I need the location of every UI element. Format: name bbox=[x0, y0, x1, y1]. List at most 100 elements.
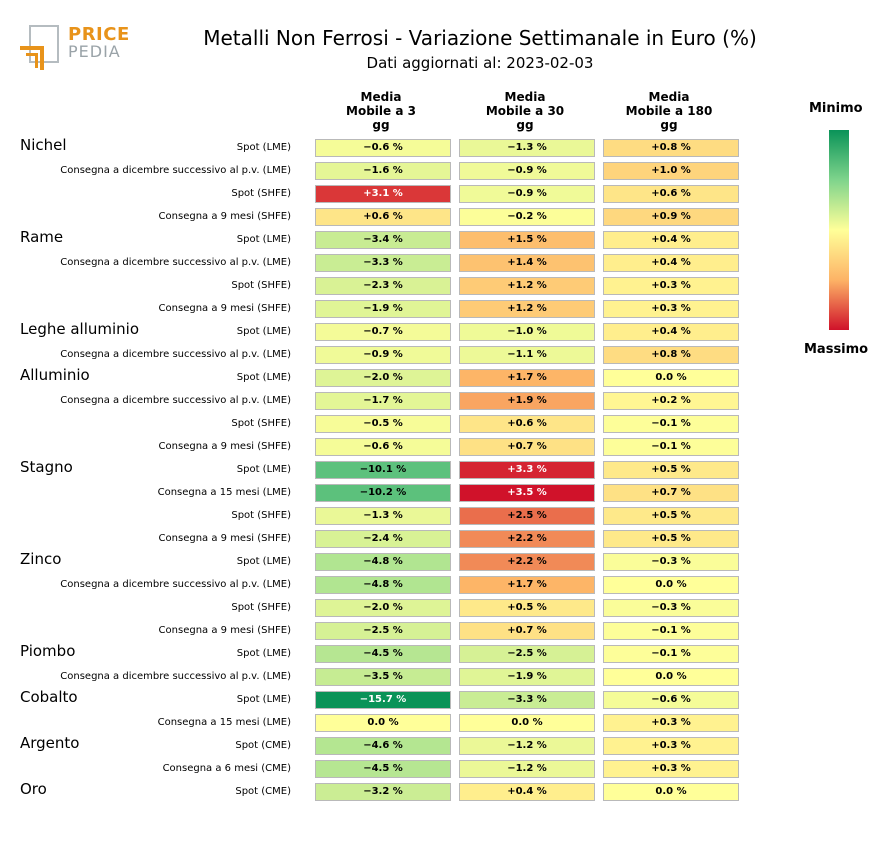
heatmap-cell: +1.4 % bbox=[459, 254, 595, 272]
heatmap-cell: +0.8 % bbox=[603, 346, 739, 364]
row-label: Spot (CME) bbox=[235, 740, 291, 751]
heatmap-cell: +1.0 % bbox=[603, 162, 739, 180]
heatmap-cell: −0.7 % bbox=[315, 323, 451, 341]
heatmap-cell: −2.5 % bbox=[459, 645, 595, 663]
heatmap-cell: −0.1 % bbox=[603, 622, 739, 640]
row-label: Spot (SHFE) bbox=[231, 418, 291, 429]
heatmap-cell: −3.2 % bbox=[315, 783, 451, 801]
heatmap-cell: −0.9 % bbox=[459, 185, 595, 203]
row-label: Spot (LME) bbox=[236, 142, 291, 153]
legend-colorbar bbox=[829, 130, 849, 330]
chart-subtitle: Dati aggiornati al: 2023-02-03 bbox=[366, 54, 594, 72]
group-label: Cobalto bbox=[20, 688, 78, 706]
logo-mark-icon bbox=[20, 25, 59, 70]
heatmap-cell: −1.9 % bbox=[459, 668, 595, 686]
heatmap-cell: −3.3 % bbox=[315, 254, 451, 272]
heatmap-cell: +0.3 % bbox=[603, 300, 739, 318]
heatmap-cell: +0.9 % bbox=[603, 208, 739, 226]
heatmap-cell: +0.3 % bbox=[603, 760, 739, 778]
heatmap-cell: −3.5 % bbox=[315, 668, 451, 686]
row-label: Spot (SHFE) bbox=[231, 602, 291, 613]
row-label: Spot (LME) bbox=[236, 234, 291, 245]
heatmap-cell: −0.1 % bbox=[603, 415, 739, 433]
group-label: Zinco bbox=[20, 550, 62, 568]
heatmap-cell: −3.4 % bbox=[315, 231, 451, 249]
heatmap-cell: −0.5 % bbox=[315, 415, 451, 433]
heatmap-cell: +3.1 % bbox=[315, 185, 451, 203]
group-label: Argento bbox=[20, 734, 80, 752]
heatmap-cell: −4.6 % bbox=[315, 737, 451, 755]
heatmap-cell: 0.0 % bbox=[603, 576, 739, 594]
row-label: Spot (SHFE) bbox=[231, 280, 291, 291]
heatmap-cell: +1.5 % bbox=[459, 231, 595, 249]
heatmap-cell: +0.5 % bbox=[603, 461, 739, 479]
heatmap-cell: −1.2 % bbox=[459, 760, 595, 778]
heatmap-cell: +0.7 % bbox=[459, 622, 595, 640]
heatmap-cell: −2.0 % bbox=[315, 599, 451, 617]
heatmap-cell: −4.5 % bbox=[315, 760, 451, 778]
heatmap-cell: −0.3 % bbox=[603, 599, 739, 617]
heatmap-cell: +0.6 % bbox=[315, 208, 451, 226]
heatmap-cell: +0.3 % bbox=[603, 714, 739, 732]
row-label: Spot (LME) bbox=[236, 326, 291, 337]
column-header: Media Mobile a 180 gg bbox=[625, 90, 713, 132]
heatmap-cell: −0.6 % bbox=[603, 691, 739, 709]
heatmap-cell: +2.5 % bbox=[459, 507, 595, 525]
heatmap-cell: −10.1 % bbox=[315, 461, 451, 479]
group-label: Alluminio bbox=[20, 366, 90, 384]
column-header: Media Mobile a 30 gg bbox=[485, 90, 565, 132]
heatmap-cell: +0.7 % bbox=[603, 484, 739, 502]
heatmap-cell: −0.9 % bbox=[315, 346, 451, 364]
heatmap-cell: +3.3 % bbox=[459, 461, 595, 479]
row-label: Consegna a 9 mesi (SHFE) bbox=[158, 303, 291, 314]
heatmap-cell: −0.2 % bbox=[459, 208, 595, 226]
heatmap-cell: +0.4 % bbox=[603, 323, 739, 341]
heatmap-cell: +0.3 % bbox=[603, 737, 739, 755]
group-label: Rame bbox=[20, 228, 64, 246]
heatmap-cell: +3.5 % bbox=[459, 484, 595, 502]
group-label: Leghe alluminio bbox=[20, 320, 140, 338]
group-label: Stagno bbox=[20, 458, 73, 476]
heatmap-cell: +0.6 % bbox=[459, 415, 595, 433]
heatmap-cell: +1.7 % bbox=[459, 369, 595, 387]
row-label: Consegna a dicembre successivo al p.v. (… bbox=[60, 349, 291, 360]
heatmap-cell: −0.6 % bbox=[315, 438, 451, 456]
legend-min-label: Minimo bbox=[809, 101, 863, 116]
heatmap-cell: −4.8 % bbox=[315, 553, 451, 571]
row-label: Spot (LME) bbox=[236, 648, 291, 659]
group-label: Nichel bbox=[20, 136, 67, 154]
heatmap-cell: +0.3 % bbox=[603, 277, 739, 295]
heatmap-cell: +0.5 % bbox=[603, 530, 739, 548]
group-label: Piombo bbox=[20, 642, 76, 660]
heatmap-cell: +0.6 % bbox=[603, 185, 739, 203]
heatmap-cell: 0.0 % bbox=[603, 783, 739, 801]
heatmap-cell: +0.4 % bbox=[459, 783, 595, 801]
heatmap-cell: −1.9 % bbox=[315, 300, 451, 318]
heatmap-cell: +1.2 % bbox=[459, 277, 595, 295]
heatmap-cell: −2.3 % bbox=[315, 277, 451, 295]
row-label: Consegna a dicembre successivo al p.v. (… bbox=[60, 257, 291, 268]
column-header: Media Mobile a 3 gg bbox=[346, 90, 416, 132]
heatmap-cell: 0.0 % bbox=[315, 714, 451, 732]
heatmap-cell: −1.3 % bbox=[459, 139, 595, 157]
heatmap-cell: +1.2 % bbox=[459, 300, 595, 318]
heatmap-cell: −0.9 % bbox=[459, 162, 595, 180]
heatmap-cell: 0.0 % bbox=[603, 369, 739, 387]
row-label: Spot (LME) bbox=[236, 694, 291, 705]
row-label: Consegna a dicembre successivo al p.v. (… bbox=[60, 395, 291, 406]
row-label: Spot (SHFE) bbox=[231, 510, 291, 521]
row-label: Spot (SHFE) bbox=[231, 188, 291, 199]
heatmap-cell: +0.8 % bbox=[603, 139, 739, 157]
heatmap-cell: +1.9 % bbox=[459, 392, 595, 410]
pricepedia-logo: PRICE PEDIA bbox=[18, 24, 129, 74]
heatmap-cell: −15.7 % bbox=[315, 691, 451, 709]
row-label: Consegna a dicembre successivo al p.v. (… bbox=[60, 165, 291, 176]
group-label: Oro bbox=[20, 780, 47, 798]
heatmap-cell: +0.2 % bbox=[603, 392, 739, 410]
heatmap-cell: −0.3 % bbox=[603, 553, 739, 571]
row-label: Consegna a 15 mesi (LME) bbox=[157, 487, 291, 498]
heatmap-cell: −4.5 % bbox=[315, 645, 451, 663]
heatmap-cell: +2.2 % bbox=[459, 530, 595, 548]
row-label: Consegna a 9 mesi (SHFE) bbox=[158, 533, 291, 544]
row-label: Consegna a 9 mesi (SHFE) bbox=[158, 441, 291, 452]
